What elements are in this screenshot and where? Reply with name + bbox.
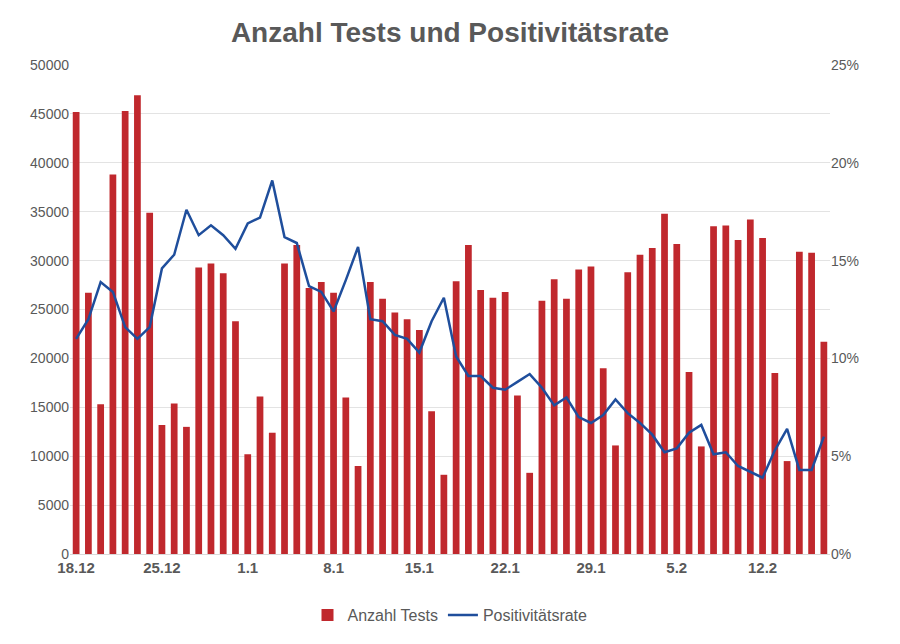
svg-text:12.2: 12.2	[748, 559, 777, 576]
svg-text:5000: 5000	[38, 497, 69, 513]
svg-text:18.12: 18.12	[57, 559, 95, 576]
svg-text:15%: 15%	[831, 253, 859, 269]
svg-text:45000: 45000	[30, 106, 69, 122]
svg-text:1.1: 1.1	[237, 559, 258, 576]
svg-text:5%: 5%	[831, 448, 851, 464]
svg-text:20000: 20000	[30, 350, 69, 366]
svg-text:50000: 50000	[30, 57, 69, 73]
svg-text:5.2: 5.2	[666, 559, 687, 576]
svg-text:Anzahl Tests: Anzahl Tests	[348, 607, 438, 624]
svg-text:22.1: 22.1	[491, 559, 520, 576]
svg-text:10000: 10000	[30, 448, 69, 464]
svg-text:0%: 0%	[831, 546, 851, 562]
svg-text:40000: 40000	[30, 155, 69, 171]
svg-text:20%: 20%	[831, 155, 859, 171]
svg-text:15000: 15000	[30, 399, 69, 415]
svg-text:25.12: 25.12	[143, 559, 181, 576]
svg-text:15.1: 15.1	[405, 559, 434, 576]
svg-text:29.1: 29.1	[576, 559, 605, 576]
svg-text:10%: 10%	[831, 350, 859, 366]
svg-text:30000: 30000	[30, 253, 69, 269]
svg-text:0: 0	[61, 546, 69, 562]
svg-text:Positivitätsrate: Positivitätsrate	[483, 607, 587, 624]
svg-text:Anzahl Tests und Positivitätsr: Anzahl Tests und Positivitätsrate	[231, 17, 669, 48]
svg-text:8.1: 8.1	[323, 559, 344, 576]
svg-text:35000: 35000	[30, 204, 69, 220]
svg-text:25000: 25000	[30, 301, 69, 317]
svg-text:25%: 25%	[831, 57, 859, 73]
